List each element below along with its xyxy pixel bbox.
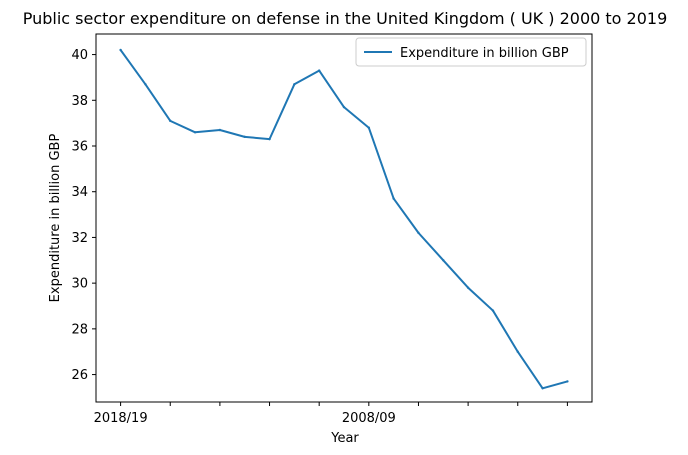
data-point: [541, 387, 544, 390]
y-tick-label: 34: [71, 185, 88, 200]
data-point: [392, 197, 395, 200]
x-axis-label: Year: [330, 431, 359, 446]
data-point: [442, 259, 445, 262]
data-point: [367, 126, 371, 129]
x-axis: 2018/19 2008/09: [94, 402, 568, 426]
y-tick-label: 30: [71, 277, 88, 292]
data-point: [243, 135, 246, 139]
y-axis: 26 28 30 32 34 36 38 40: [71, 48, 96, 383]
data-point: [342, 105, 346, 109]
data-point: [417, 231, 420, 235]
y-tick-label: 40: [71, 48, 88, 63]
y-tick-label: 38: [71, 94, 88, 109]
data-point: [119, 48, 122, 52]
y-tick-label: 26: [71, 368, 88, 383]
y-tick-label: 28: [71, 322, 88, 337]
chart-title: Public sector expenditure on defense in …: [23, 9, 668, 28]
data-point: [491, 309, 495, 312]
data-point: [466, 286, 470, 289]
x-tick-label: 2018/19: [94, 411, 148, 426]
data-point: [293, 83, 296, 86]
data-point: [268, 137, 271, 141]
series-layer: [119, 48, 569, 390]
y-tick-label: 32: [71, 231, 88, 246]
data-point: [317, 69, 321, 72]
y-axis-label: Expenditure in billion GBP: [48, 134, 63, 303]
data-point: [566, 380, 569, 383]
legend-label: Expenditure in billion GBP: [400, 46, 569, 61]
x-tick-label: 2008/09: [342, 411, 396, 426]
data-point: [218, 128, 222, 132]
legend-box: [355, 37, 587, 67]
plot-area: [95, 33, 593, 403]
y-tick-label: 36: [71, 140, 88, 155]
data-point: [144, 83, 147, 86]
data-point: [169, 119, 172, 123]
data-point: [516, 350, 519, 353]
data-point: [193, 131, 197, 134]
legend: Expenditure in billion GBP: [355, 37, 587, 67]
